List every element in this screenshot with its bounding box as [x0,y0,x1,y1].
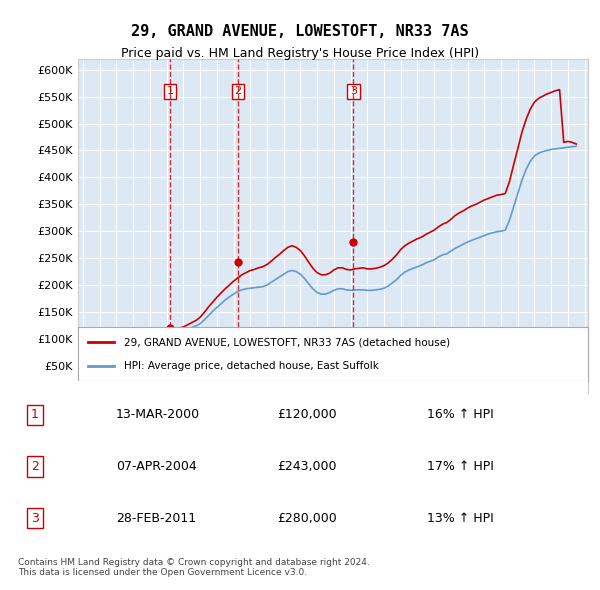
Text: £280,000: £280,000 [277,512,337,525]
Text: 1: 1 [166,86,173,96]
Text: 1: 1 [31,408,39,421]
Text: 3: 3 [350,86,357,96]
Text: 3: 3 [31,512,39,525]
Text: Price paid vs. HM Land Registry's House Price Index (HPI): Price paid vs. HM Land Registry's House … [121,47,479,60]
Text: 13-MAR-2000: 13-MAR-2000 [116,408,200,421]
Text: 2: 2 [235,86,242,96]
Text: 13% ↑ HPI: 13% ↑ HPI [427,512,493,525]
Text: 29, GRAND AVENUE, LOWESTOFT, NR33 7AS (detached house): 29, GRAND AVENUE, LOWESTOFT, NR33 7AS (d… [124,337,450,348]
Text: 29, GRAND AVENUE, LOWESTOFT, NR33 7AS: 29, GRAND AVENUE, LOWESTOFT, NR33 7AS [131,24,469,38]
Text: 2: 2 [31,460,39,473]
Text: £120,000: £120,000 [277,408,337,421]
Text: 28-FEB-2011: 28-FEB-2011 [116,512,196,525]
Text: £243,000: £243,000 [277,460,337,473]
Text: 07-APR-2004: 07-APR-2004 [116,460,196,473]
Text: 17% ↑ HPI: 17% ↑ HPI [427,460,494,473]
Text: 16% ↑ HPI: 16% ↑ HPI [427,408,493,421]
Text: Contains HM Land Registry data © Crown copyright and database right 2024.
This d: Contains HM Land Registry data © Crown c… [18,558,370,577]
Text: HPI: Average price, detached house, East Suffolk: HPI: Average price, detached house, East… [124,360,379,371]
